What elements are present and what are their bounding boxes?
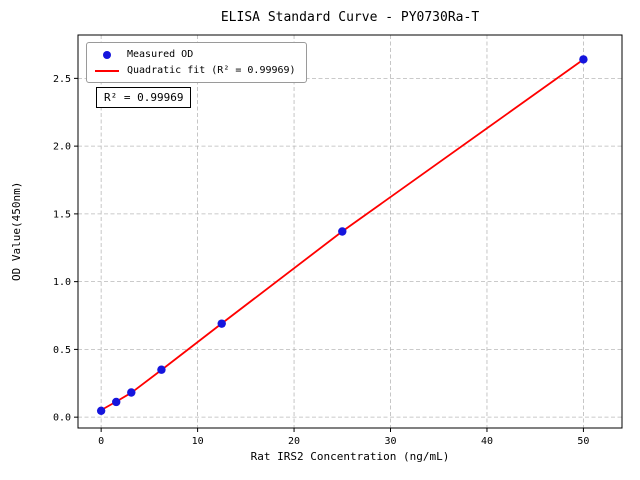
svg-text:50: 50 bbox=[577, 436, 589, 447]
svg-text:10: 10 bbox=[192, 436, 204, 447]
svg-text:30: 30 bbox=[384, 436, 396, 447]
legend-label-quadratic-fit: Quadratic fit (R² = 0.99969) bbox=[127, 65, 296, 76]
x-axis-label: Rat IRS2 Concentration (ng/mL) bbox=[250, 450, 450, 463]
svg-text:1.0: 1.0 bbox=[53, 277, 71, 288]
legend-item-quadratic-fit: Quadratic fit (R² = 0.99969) bbox=[95, 65, 296, 76]
legend-label-measured-od: Measured OD bbox=[127, 49, 194, 60]
r-squared-annotation: R² = 0.99969 bbox=[96, 87, 192, 108]
svg-text:0.5: 0.5 bbox=[53, 345, 71, 356]
legend: Measured OD Quadratic fit (R² = 0.99969) bbox=[86, 42, 307, 83]
svg-text:2.0: 2.0 bbox=[53, 142, 71, 153]
svg-text:0.0: 0.0 bbox=[53, 413, 71, 424]
svg-text:0: 0 bbox=[98, 436, 104, 447]
svg-text:20: 20 bbox=[288, 436, 300, 447]
fit-line-icon bbox=[95, 69, 119, 72]
legend-item-measured-od: Measured OD bbox=[95, 49, 296, 60]
svg-text:2.5: 2.5 bbox=[53, 74, 71, 85]
svg-text:1.5: 1.5 bbox=[53, 209, 71, 220]
measured-od-dot-icon bbox=[95, 50, 119, 59]
svg-text:40: 40 bbox=[481, 436, 493, 447]
chart-title: ELISA Standard Curve - PY0730Ra-T bbox=[220, 10, 480, 25]
